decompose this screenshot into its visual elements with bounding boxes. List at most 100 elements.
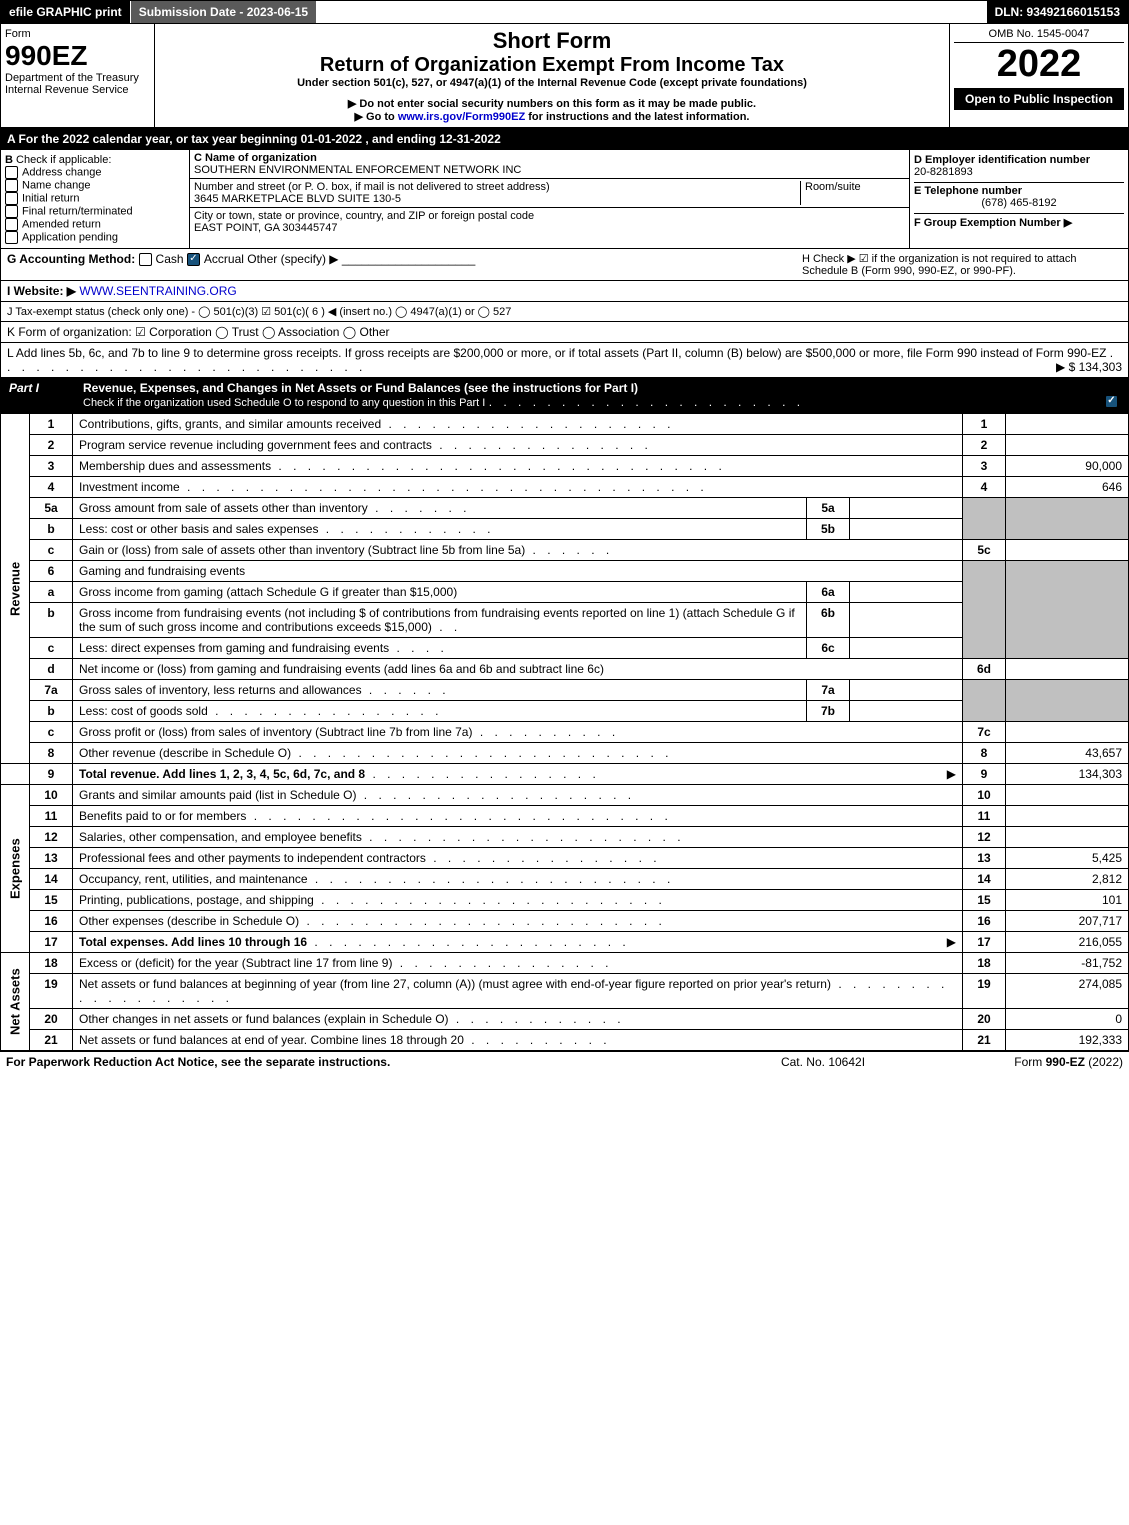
line-6-shaded-amt [1006, 561, 1129, 659]
line-7b-desc: Less: cost of goods sold [79, 704, 208, 718]
line-10-num: 10 [30, 785, 73, 806]
line-14-desc: Occupancy, rent, utilities, and maintena… [79, 872, 308, 886]
city-label: City or town, state or province, country… [194, 210, 534, 222]
label-final-return: Final return/terminated [22, 205, 133, 217]
part-1-title-text: Revenue, Expenses, and Changes in Net As… [83, 381, 638, 395]
checkbox-initial-return[interactable] [5, 192, 18, 205]
checkbox-final-return[interactable] [5, 205, 18, 218]
line-19-box: 19 [963, 974, 1006, 1009]
line-8-num: 8 [30, 743, 73, 764]
checkbox-schedule-o[interactable]: ✓ [1105, 395, 1118, 408]
line-17-arrow: ▶ [947, 935, 956, 949]
checkbox-cash[interactable] [139, 253, 152, 266]
checkbox-amended-return[interactable] [5, 218, 18, 231]
label-address-change: Address change [22, 166, 102, 178]
checkbox-name-change[interactable] [5, 179, 18, 192]
submission-date-button[interactable]: Submission Date - 2023-06-15 [131, 1, 317, 23]
line-9-amount: 134,303 [1006, 764, 1129, 785]
label-cash: Cash [156, 252, 184, 266]
open-to-public: Open to Public Inspection [954, 88, 1124, 110]
header-left: Form 990EZ Department of the Treasury In… [1, 24, 155, 127]
line-15-amount: 101 [1006, 890, 1129, 911]
line-6c-num: c [30, 638, 73, 659]
line-21-desc: Net assets or fund balances at end of ye… [79, 1033, 464, 1047]
line-16-num: 16 [30, 911, 73, 932]
line-19-num: 19 [30, 974, 73, 1009]
line-1-num: 1 [30, 414, 73, 435]
form-word: Form [5, 28, 150, 40]
side-label-expenses: Expenses [1, 785, 30, 953]
label-initial-return: Initial return [22, 192, 79, 204]
line-11-num: 11 [30, 806, 73, 827]
col-b-checkboxes: B Check if applicable: Address change Na… [1, 150, 190, 248]
side-label-revenue: Revenue [1, 414, 30, 764]
line-7a-iamt [850, 680, 963, 701]
checkbox-accrual[interactable]: ✓ [187, 253, 200, 266]
line-6-desc: Gaming and fundraising events [73, 561, 963, 582]
line-10-amount [1006, 785, 1129, 806]
part-1-header: Part I Revenue, Expenses, and Changes in… [0, 378, 1129, 413]
line-7b-num: b [30, 701, 73, 722]
line-5a-desc: Gross amount from sale of assets other t… [79, 501, 368, 515]
line-11-amount [1006, 806, 1129, 827]
label-application-pending: Application pending [22, 231, 118, 243]
line-6d-num: d [30, 659, 73, 680]
checkbox-application-pending[interactable] [5, 231, 18, 244]
line-12-desc: Salaries, other compensation, and employ… [79, 830, 362, 844]
line-4-desc: Investment income [79, 480, 180, 494]
line-6d-desc: Net income or (loss) from gaming and fun… [79, 662, 604, 676]
col-c-org-info: C Name of organization SOUTHERN ENVIRONM… [190, 150, 910, 248]
irs-link[interactable]: www.irs.gov/Form990EZ [398, 111, 525, 123]
city-value: EAST POINT, GA 303445747 [194, 222, 338, 234]
line-11-box: 11 [963, 806, 1006, 827]
line-8-desc: Other revenue (describe in Schedule O) [79, 746, 291, 760]
line-21-box: 21 [963, 1030, 1006, 1051]
page-footer: For Paperwork Reduction Act Notice, see … [0, 1051, 1129, 1072]
dln-label: DLN: 93492166015153 [987, 1, 1128, 23]
ein-value: 20-8281893 [914, 166, 973, 178]
line-1-box: 1 [963, 414, 1006, 435]
line-12-box: 12 [963, 827, 1006, 848]
side-label-netassets: Net Assets [1, 953, 30, 1051]
line-3-desc: Membership dues and assessments [79, 459, 271, 473]
line-6-shaded [963, 561, 1006, 659]
row-h: H Check ▶ ☑ if the organization is not r… [802, 252, 1122, 277]
line-6b-num: b [30, 603, 73, 638]
line-13-desc: Professional fees and other payments to … [79, 851, 426, 865]
col-b-label: B [5, 154, 13, 166]
line-6a-desc: Gross income from gaming (attach Schedul… [79, 585, 457, 599]
department-label: Department of the Treasury Internal Reve… [5, 72, 150, 96]
line-9-desc: Total revenue. Add lines 1, 2, 3, 4, 5c,… [79, 767, 365, 781]
line-6a-iamt [850, 582, 963, 603]
line-9-arrow: ▶ [947, 767, 956, 781]
footer-center: Cat. No. 10642I [723, 1055, 923, 1069]
line-2-desc: Program service revenue including govern… [79, 438, 432, 452]
line-13-amount: 5,425 [1006, 848, 1129, 869]
line-4-num: 4 [30, 477, 73, 498]
line-5ab-shaded-amt [1006, 498, 1129, 540]
line-15-desc: Printing, publications, postage, and shi… [79, 893, 314, 907]
line-17-amount: 216,055 [1006, 932, 1129, 953]
label-other-specify: Other (specify) ▶ [247, 252, 338, 266]
line-2-num: 2 [30, 435, 73, 456]
note-goto: ▶ Go to www.irs.gov/Form990EZ for instru… [159, 110, 945, 123]
line-21-num: 21 [30, 1030, 73, 1051]
line-7c-amount [1006, 722, 1129, 743]
line-16-box: 16 [963, 911, 1006, 932]
street-value: 3645 MARKETPLACE BLVD SUITE 130-5 [194, 193, 401, 205]
line-19-amount: 274,085 [1006, 974, 1129, 1009]
line-5a-ibox: 5a [807, 498, 850, 519]
subtitle: Under section 501(c), 527, or 4947(a)(1)… [159, 77, 945, 89]
phone-label: E Telephone number [914, 185, 1022, 197]
line-13-num: 13 [30, 848, 73, 869]
line-20-box: 20 [963, 1009, 1006, 1030]
line-5ab-shaded [963, 498, 1006, 540]
checkbox-address-change[interactable] [5, 166, 18, 179]
line-16-amount: 207,717 [1006, 911, 1129, 932]
website-link[interactable]: WWW.SEENTRAINING.ORG [79, 284, 236, 298]
row-j: J Tax-exempt status (check only one) - ◯… [0, 302, 1129, 322]
tax-year: 2022 [954, 43, 1124, 86]
efile-print-button[interactable]: efile GRAPHIC print [1, 1, 131, 23]
line-8-amount: 43,657 [1006, 743, 1129, 764]
row-k: K Form of organization: ☑ Corporation ◯ … [0, 322, 1129, 343]
